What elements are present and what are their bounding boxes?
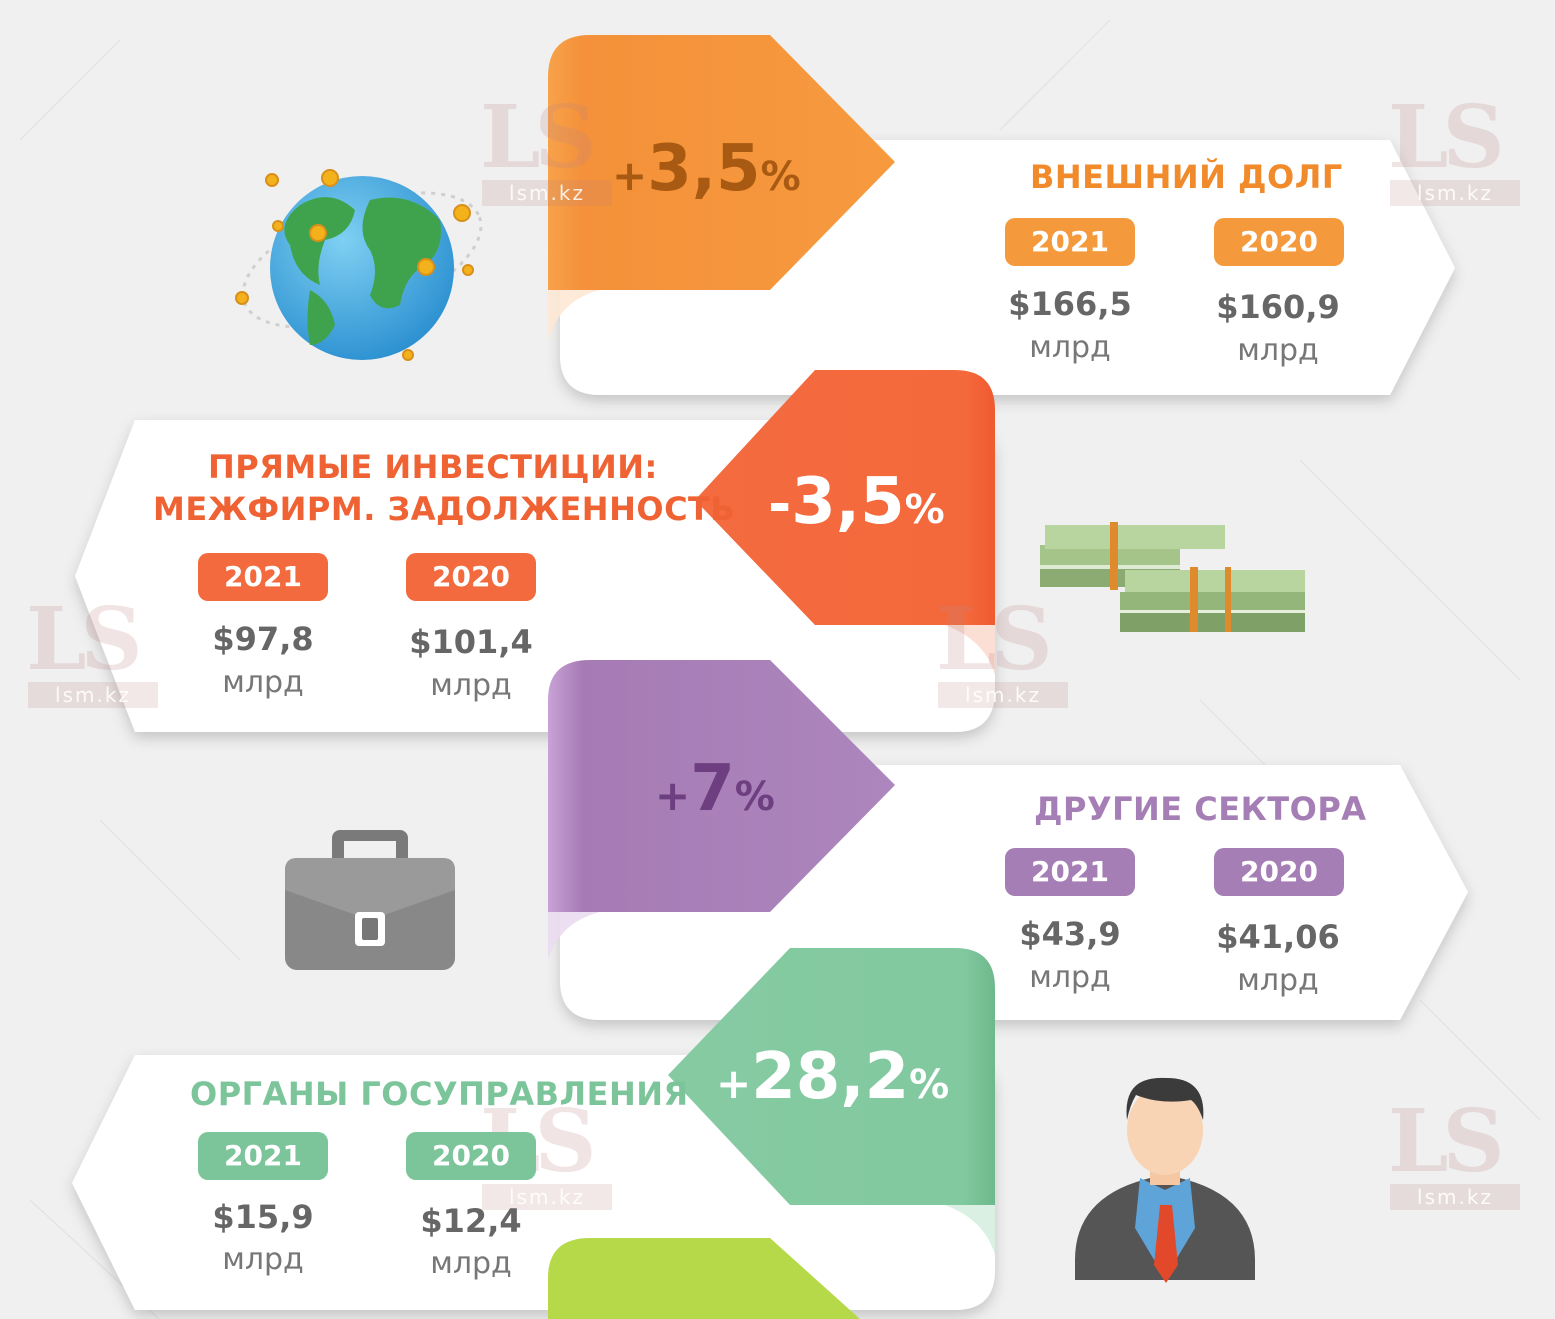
title-other-sectors: ДРУГИЕ СЕКТОРА (1034, 790, 1367, 828)
title-direct-investment-line2: МЕЖФИРМ. ЗАДОЛЖЕННОСТЬ (153, 490, 736, 528)
year-badge: 2021 (1005, 218, 1135, 266)
amount-unit: млрд (1237, 963, 1319, 998)
tag-direct-investment (695, 370, 995, 625)
change-other-sectors: +7% (655, 752, 775, 826)
amount-value: $41,06 (1216, 918, 1340, 956)
amount-value: $43,9 (1019, 915, 1121, 953)
watermark-site: lsm.kz (482, 1184, 612, 1210)
year-badge: 2020 (406, 553, 536, 601)
watermark-site: lsm.kz (938, 682, 1068, 708)
watermark-ls: LS (480, 87, 597, 188)
watermark-ls: LS (26, 589, 143, 690)
amount-unit: млрд (430, 668, 512, 703)
globe-icon (235, 169, 483, 361)
year-badge: 2020 (1214, 848, 1344, 896)
amount-unit: млрд (1029, 330, 1111, 365)
amount-unit: млрд (1029, 960, 1111, 995)
amount-unit: млрд (222, 665, 304, 700)
year-badge: 2021 (198, 1132, 328, 1180)
year-badge: 2020 (1214, 218, 1344, 266)
briefcase-icon (285, 830, 455, 970)
title-government: ОРГАНЫ ГОСУПРАВЛЕНИЯ (190, 1075, 689, 1113)
watermark-ls: LS (936, 589, 1053, 690)
year-badge: 2020 (406, 1132, 536, 1180)
amount-value: $12,4 (420, 1202, 522, 1240)
amount-unit: млрд (430, 1246, 512, 1281)
watermark-site: lsm.kz (482, 180, 612, 206)
change-government: +28,2% (716, 1040, 950, 1114)
year-badge: 2021 (1005, 848, 1135, 896)
tag-external-debt (548, 35, 895, 290)
year-badge: 2021 (198, 553, 328, 601)
amount-unit: млрд (1237, 333, 1319, 368)
title-external-debt: ВНЕШНИЙ ДОЛГ (1030, 158, 1343, 196)
change-direct-investment: -3,5% (768, 465, 945, 539)
tag-government (668, 948, 995, 1205)
amount-unit: млрд (222, 1242, 304, 1277)
amount-value: $160,9 (1216, 288, 1340, 326)
amount-value: $97,8 (212, 620, 314, 658)
title-direct-investment-line1: ПРЯМЫЕ ИНВЕСТИЦИИ: (208, 448, 658, 486)
tag-other-sectors (548, 660, 895, 912)
change-external-debt: +3,5% (612, 132, 801, 206)
money-stacks-icon (1040, 522, 1305, 632)
watermark-ls: LS (1388, 87, 1505, 188)
businessman-icon (1075, 1077, 1255, 1283)
amount-value: $15,9 (212, 1198, 314, 1236)
amount-value: $166,5 (1008, 285, 1132, 323)
watermark-ls: LS (1388, 1091, 1505, 1192)
watermark-site: lsm.kz (1390, 1184, 1520, 1210)
amount-value: $101,4 (409, 623, 533, 661)
watermark-site: lsm.kz (28, 682, 158, 708)
watermark-site: lsm.kz (1390, 180, 1520, 206)
tag-next-section (548, 1238, 860, 1319)
